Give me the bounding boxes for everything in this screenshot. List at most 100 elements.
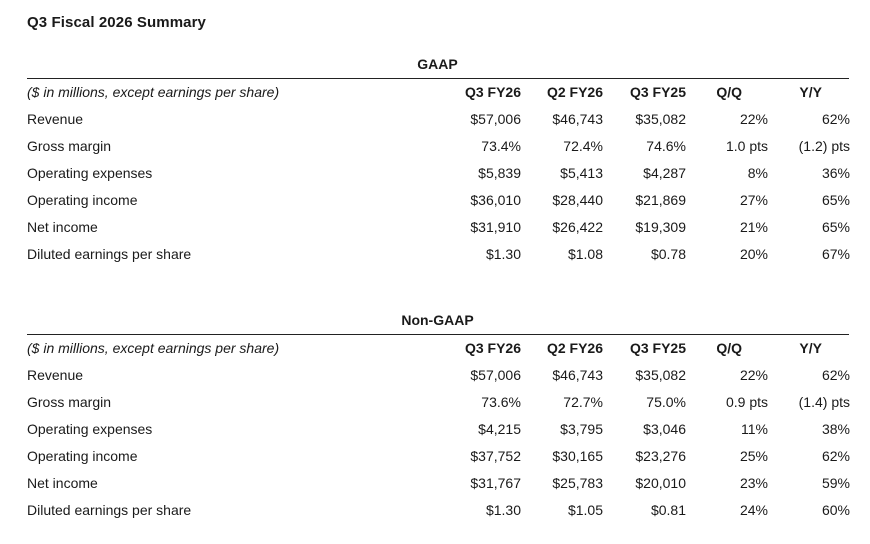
table-cell: $19,309	[635, 219, 686, 235]
table-cell: $4,287	[643, 165, 686, 181]
table-row: Net income $31,910 $26,422 $19,309 21% 65%	[0, 219, 870, 246]
row-label: Net income	[27, 475, 98, 491]
table-row: Gross margin 73.6% 72.7% 75.0% 0.9 pts (1.4) …	[0, 394, 870, 421]
column-header: Y/Y	[799, 84, 822, 100]
table-cell: 22%	[739, 111, 768, 127]
table-cell: $3,046	[643, 421, 686, 437]
column-header: Q3 FY25	[629, 340, 686, 356]
column-header: Q3 FY25	[629, 84, 686, 100]
page-title: Q3 Fiscal 2026 Summary	[27, 14, 206, 31]
column-header: Q/Q	[716, 84, 742, 100]
table-cell: $3,795	[560, 421, 603, 437]
row-label: Gross margin	[27, 394, 112, 410]
table-cell: $5,413	[560, 165, 603, 181]
table-cell: 20%	[739, 246, 768, 262]
table-cell: $21,869	[635, 192, 686, 208]
table-cell: 1.0 pts	[725, 138, 768, 154]
table-cell: (1.4) pts	[798, 394, 850, 410]
table-cell: 11%	[741, 421, 768, 437]
table-cell: $5,839	[478, 165, 521, 181]
table-cell: (1.2) pts	[798, 138, 850, 154]
section-title: Non-GAAP	[401, 312, 474, 328]
table-row: Diluted earnings per share $1.30 $1.08 $0.7…	[0, 246, 870, 273]
table-row: Gross margin 73.4% 72.4% 74.6% 1.0 pts (1.2) …	[0, 138, 870, 165]
table-cell: $35,082	[635, 111, 686, 127]
header-rule	[27, 78, 849, 79]
table-cell: $31,767	[470, 475, 521, 491]
table-cell: $46,743	[552, 367, 603, 383]
table-cell: $30,165	[552, 448, 603, 464]
table-header-row: ($ in millions, except earnings per shar…	[0, 84, 870, 111]
table-row: Operating income $36,010 $28,440 $21,869 27%…	[0, 192, 870, 219]
units-note: ($ in millions, except earnings per shar…	[27, 84, 280, 100]
table-cell: 65%	[821, 192, 850, 208]
table-cell: $36,010	[470, 192, 521, 208]
section-title: GAAP	[417, 56, 458, 72]
table-header-row: ($ in millions, except earnings per shar…	[0, 340, 870, 367]
table-cell: $0.78	[650, 246, 686, 262]
table-cell: 62%	[821, 111, 850, 127]
table-cell: 24%	[739, 502, 768, 518]
table-cell: 73.4%	[481, 138, 521, 154]
table-cell: 60%	[821, 502, 850, 518]
column-header: Q3 FY26	[464, 340, 521, 356]
header-rule	[27, 334, 849, 335]
table-cell: $28,440	[552, 192, 603, 208]
row-label: Net income	[27, 219, 98, 235]
table-cell: $20,010	[635, 475, 686, 491]
row-label: Revenue	[27, 111, 84, 127]
table-cell: 67%	[821, 246, 850, 262]
table-cell: $1.30	[485, 502, 521, 518]
row-label: Operating income	[27, 192, 138, 208]
table-cell: 21%	[739, 219, 768, 235]
table-cell: 8%	[747, 165, 768, 181]
units-note: ($ in millions, except earnings per shar…	[27, 340, 280, 356]
table-row: Operating expenses $4,215 $3,795 $3,046 11% 3…	[0, 421, 870, 448]
table-cell: $23,276	[635, 448, 686, 464]
table-cell: 59%	[821, 475, 850, 491]
table-cell: $31,910	[470, 219, 521, 235]
table-cell: 23%	[739, 475, 768, 491]
column-header: Q3 FY26	[464, 84, 521, 100]
table-cell: $37,752	[470, 448, 521, 464]
table-row: Diluted earnings per share $1.30 $1.05 $0.8…	[0, 502, 870, 529]
table-cell: 74.6%	[646, 138, 686, 154]
row-label: Operating expenses	[27, 421, 153, 437]
table-cell: $26,422	[552, 219, 603, 235]
column-header: Q2 FY26	[546, 340, 603, 356]
table-cell: $0.81	[650, 502, 686, 518]
table-cell: 25%	[739, 448, 768, 464]
column-header: Q/Q	[716, 340, 742, 356]
column-header: Y/Y	[799, 340, 822, 356]
table-cell: 22%	[739, 367, 768, 383]
row-label: Operating expenses	[27, 165, 153, 181]
table-row: Operating income $37,752 $30,165 $23,276 25%…	[0, 448, 870, 475]
table-cell: $1.05	[567, 502, 603, 518]
table-cell: 27%	[739, 192, 768, 208]
table-cell: $35,082	[635, 367, 686, 383]
table-cell: 73.6%	[481, 394, 521, 410]
table-cell: 75.0%	[646, 394, 686, 410]
table-cell: $1.30	[485, 246, 521, 262]
row-label: Gross margin	[27, 138, 112, 154]
table-cell: 0.9 pts	[725, 394, 768, 410]
table-cell: $57,006	[470, 111, 521, 127]
table-row: Revenue $57,006 $46,743 $35,082 22% 62%	[0, 367, 870, 394]
row-label: Diluted earnings per share	[27, 246, 192, 262]
row-label: Diluted earnings per share	[27, 502, 192, 518]
row-label: Revenue	[27, 367, 84, 383]
table-cell: 65%	[821, 219, 850, 235]
row-label: Operating income	[27, 448, 138, 464]
column-header: Q2 FY26	[546, 84, 603, 100]
table-row: Revenue $57,006 $46,743 $35,082 22% 62%	[0, 111, 870, 138]
table-cell: 38%	[821, 421, 850, 437]
table-cell: $57,006	[470, 367, 521, 383]
table-cell: $1.08	[567, 246, 603, 262]
table-row: Operating expenses $5,839 $5,413 $4,287 8% 36…	[0, 165, 870, 192]
table-row: Net income $31,767 $25,783 $20,010 23% 59%	[0, 475, 870, 502]
table-cell: 72.7%	[563, 394, 603, 410]
table-cell: 72.4%	[563, 138, 603, 154]
table-cell: $4,215	[478, 421, 521, 437]
table-cell: 62%	[821, 448, 850, 464]
table-cell: 62%	[821, 367, 850, 383]
